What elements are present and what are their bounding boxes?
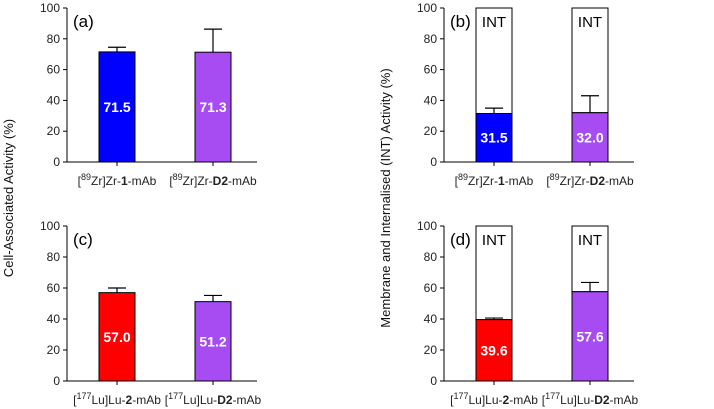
- y-tick-label: 60: [424, 281, 438, 295]
- x-tick-label: [89Zr]Zr-1-mAb: [455, 172, 534, 188]
- y-tick-label: 40: [424, 93, 438, 107]
- y-tick-label: 20: [424, 343, 438, 357]
- bar-segment-int: [571, 225, 609, 293]
- data-label: 32.0: [576, 129, 603, 145]
- data-label: 51.2: [199, 333, 226, 349]
- int-segment-label: INT: [578, 14, 602, 31]
- data-label: 57.6: [576, 328, 603, 344]
- y-tick-label: 0: [430, 155, 437, 169]
- y-tick-label: 80: [424, 32, 438, 46]
- bar-segment-int: [475, 225, 513, 321]
- y-tick-label: 40: [47, 312, 61, 326]
- y-tick-label: 20: [424, 124, 438, 138]
- data-label: 57.0: [103, 329, 130, 345]
- data-label: 71.3: [199, 99, 226, 115]
- data-label: 71.5: [103, 99, 130, 115]
- bar: [571, 112, 609, 163]
- y-tick-label: 60: [424, 63, 438, 77]
- chart-panels: 0 20 40 60 80 100 (a) 71.5 [89Zr]Zr-1-mAb 71.3 [89…: [40, 1, 639, 407]
- x-tick-label: [89Zr]Zr-1-mAb: [78, 172, 157, 188]
- int-segment-label: INT: [482, 14, 506, 31]
- bar: [475, 319, 513, 382]
- y-axis-label-left: Cell-Associated Activity (%): [1, 119, 16, 277]
- y-tick-label: 100: [417, 219, 437, 233]
- data-label: 31.5: [480, 130, 507, 146]
- int-segment-label: INT: [482, 232, 506, 249]
- y-tick-label: 80: [47, 250, 61, 264]
- x-tick-label: [89Zr]Zr-D2-mAb: [169, 172, 257, 188]
- y-tick-label: 100: [40, 219, 60, 233]
- y-tick-label: 20: [47, 124, 61, 138]
- bar-segment-int: [475, 7, 513, 114]
- x-tick-label: [177Lu]Lu-D2-mAb: [165, 391, 262, 407]
- y-tick-label: 40: [424, 312, 438, 326]
- x-tick-label: [89Zr]Zr-D2-mAb: [546, 172, 634, 188]
- panel-label: (a): [73, 12, 94, 31]
- panel-label: (c): [73, 230, 93, 249]
- y-tick-label: 100: [417, 1, 437, 15]
- bar: [571, 291, 609, 382]
- y-tick-label: 100: [40, 1, 60, 15]
- y-tick-label: 80: [424, 250, 438, 264]
- panel-label: (b): [450, 12, 471, 31]
- y-axis-label-right: Membrane and Internalised (INT) Activity…: [378, 68, 393, 327]
- x-tick-label: [177Lu]Lu-2-mAb: [450, 391, 538, 407]
- bar: [98, 292, 136, 382]
- y-tick-label: 40: [47, 93, 61, 107]
- data-label: 39.6: [480, 342, 507, 358]
- y-tick-label: 60: [47, 281, 61, 295]
- x-tick-label: [177Lu]Lu-2-mAb: [73, 391, 161, 407]
- y-tick-label: 20: [47, 343, 61, 357]
- panel-a: 0 20 40 60 80 100 (a) 71.5 [89Zr]Zr-1-mAb 71.3 [89…: [40, 1, 257, 188]
- panel-c: 0 20 40 60 80 100 (c) 57.0 [177Lu]Lu-2-mAb 51.2 [1…: [40, 219, 262, 407]
- bar: [98, 51, 136, 163]
- y-tick-label: 0: [430, 374, 437, 388]
- bar: [475, 112, 513, 163]
- int-segment-label: INT: [578, 232, 602, 249]
- panel-label: (d): [450, 230, 471, 249]
- y-tick-label: 0: [53, 155, 60, 169]
- panel-b: 0 20 40 60 80 100 (b) INT 31.5 [89Zr]Zr-1-mAb INT 3…: [417, 1, 634, 188]
- y-tick-label: 80: [47, 32, 61, 46]
- panel-d: 0 20 40 60 80 100 (d) INT 39.6 [177Lu]Lu-2-mAb INT…: [417, 219, 639, 407]
- x-tick-label: [177Lu]Lu-D2-mAb: [542, 391, 639, 407]
- y-tick-label: 60: [47, 63, 61, 77]
- y-tick-label: 0: [53, 374, 60, 388]
- bar: [194, 301, 232, 382]
